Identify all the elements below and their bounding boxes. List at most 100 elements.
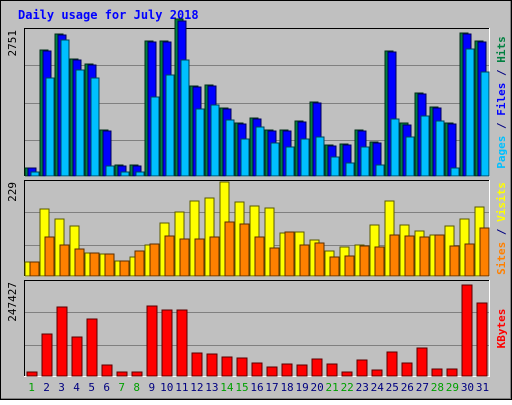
bar-pages-day-24 [375,164,385,177]
day-label-29: 29 [446,381,459,394]
bar-kbytes-day-15 [236,357,248,377]
day-label-24: 24 [371,381,385,394]
bar-kbytes-day-6 [101,364,113,377]
bar-sites-day-1 [29,261,40,277]
y-tick-label: 229 [6,182,19,202]
bar-pages-day-18 [285,146,295,177]
bar-pages-day-27 [420,115,430,177]
day-label-26: 26 [401,381,414,394]
bar-sites-day-10 [164,235,175,277]
visits-sites-panel: 229 Sites / Visits [6,180,508,277]
bar-pages-day-26 [405,136,415,177]
bar-kbytes-day-3 [56,306,68,377]
bar-kbytes-day-28 [431,368,443,377]
day-label-13: 13 [205,381,218,394]
bar-pages-day-15 [240,138,250,177]
day-label-27: 27 [416,381,429,394]
hits-files-pages-panel: 2751 Pages / Files / Hits [6,18,508,177]
bar-kbytes-day-9 [146,305,158,377]
bar-kbytes-day-20 [311,358,323,377]
day-label-30: 30 [461,381,474,394]
bar-sites-day-30 [464,243,475,277]
bar-pages-day-1 [30,171,40,177]
bar-sites-day-27 [419,236,430,277]
bar-sites-day-7 [119,260,130,277]
bar-sites-day-13 [209,236,220,277]
bar-kbytes-day-25 [386,351,398,377]
bar-sites-day-21 [329,256,340,277]
bar-kbytes-day-11 [176,309,188,377]
bar-sites-day-15 [239,223,250,277]
bar-kbytes-day-27 [416,347,428,377]
bar-sites-day-29 [449,245,460,277]
bar-kbytes-day-5 [86,318,98,377]
day-label-9: 9 [148,381,155,394]
bar-pages-day-31 [480,71,490,177]
bar-kbytes-day-21 [326,363,338,377]
bar-sites-day-28 [434,234,445,277]
day-label-7: 7 [118,381,125,394]
bar-pages-day-29 [450,167,460,177]
bar-pages-day-19 [300,138,310,177]
y-axis-title-kbytes: KBytes [495,309,508,349]
day-label-4: 4 [73,381,80,394]
bar-kbytes-day-7 [116,371,128,377]
bar-kbytes-day-4 [71,336,83,377]
bar-kbytes-day-8 [131,371,143,377]
plot-area [24,280,490,377]
bar-kbytes-day-31 [476,302,488,377]
bar-sites-day-14 [224,221,235,277]
bar-kbytes-day-24 [371,369,383,377]
bar-pages-day-3 [60,39,70,177]
bar-sites-day-18 [284,231,295,277]
day-label-25: 25 [386,381,399,394]
bar-sites-day-24 [374,246,385,277]
bar-sites-day-5 [89,252,100,277]
day-label-17: 17 [265,381,278,394]
bar-kbytes-day-10 [161,309,173,377]
bar-pages-day-9 [150,96,160,177]
y-axis-title: Pages / Files / Hits [495,36,508,169]
bar-pages-day-11 [180,59,190,177]
y-axis-title-separator: / [495,63,508,83]
bar-sites-day-4 [74,248,85,277]
bar-pages-day-8 [135,171,145,177]
bar-kbytes-day-16 [251,362,263,377]
bar-pages-day-14 [225,119,235,177]
day-label-22: 22 [341,381,354,394]
bar-sites-day-23 [359,245,370,277]
bar-kbytes-day-23 [356,359,368,377]
day-label-16: 16 [250,381,263,394]
kbytes-panel: 247427 KBytes [6,280,508,377]
bar-sites-day-26 [404,235,415,277]
day-label-14: 14 [220,381,234,394]
bar-pages-day-28 [435,120,445,177]
bar-pages-day-4 [75,69,85,177]
bar-sites-day-11 [179,238,190,277]
y-axis-title-sites: Sites [495,242,508,275]
bar-kbytes-day-14 [221,356,233,377]
chart-title: Daily usage for July 2018 [18,8,199,22]
bar-sites-day-20 [314,242,325,277]
bar-kbytes-day-29 [446,368,458,377]
bar-kbytes-day-19 [296,364,308,377]
bar-pages-day-7 [120,171,130,177]
day-label-28: 28 [431,381,444,394]
bar-pages-day-17 [270,142,280,177]
bar-kbytes-day-26 [401,362,413,377]
bar-pages-day-5 [90,77,100,177]
bar-sites-day-6 [104,253,115,277]
bar-sites-day-9 [149,243,160,277]
bar-sites-day-3 [59,244,70,277]
bar-pages-day-10 [165,74,175,177]
bar-sites-day-22 [344,255,355,277]
bar-pages-day-16 [255,126,265,177]
y-axis-title-separator: / [495,116,508,136]
bar-pages-day-23 [360,146,370,177]
bar-kbytes-day-30 [461,284,473,377]
bar-pages-day-25 [390,118,400,177]
day-label-12: 12 [190,381,203,394]
bar-sites-day-16 [254,236,265,277]
